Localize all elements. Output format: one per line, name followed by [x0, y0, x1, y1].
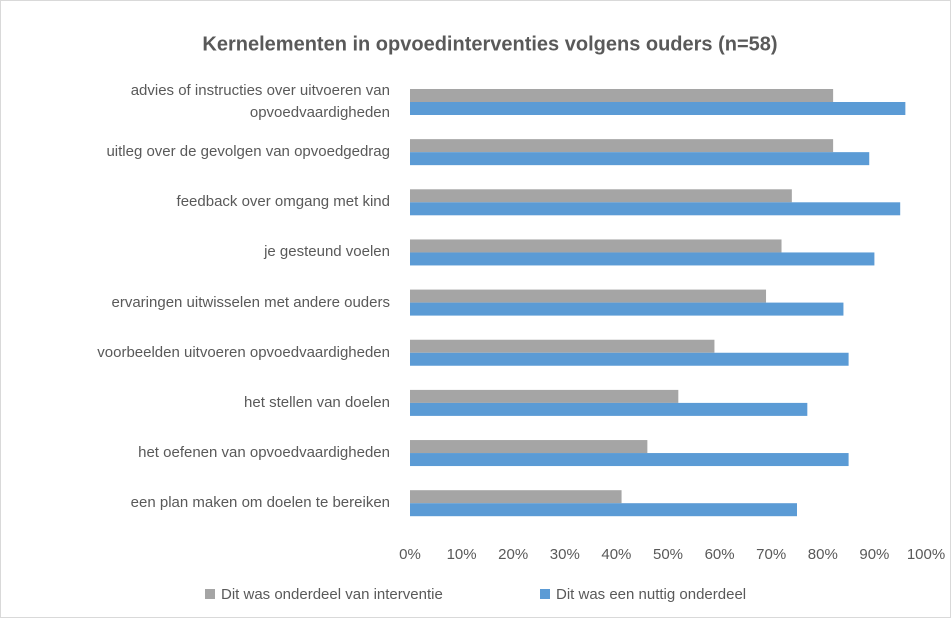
y-tick-label: ervaringen uitwisselen met andere ouders	[111, 293, 391, 311]
bar	[410, 389, 679, 403]
bar	[410, 339, 715, 353]
bar	[410, 453, 849, 467]
x-tick-label: 10%	[447, 546, 477, 563]
x-tick-label: 70%	[756, 546, 786, 563]
bar	[410, 302, 844, 316]
y-tick-label: voorbeelden uitvoeren opvoedvaardigheden	[97, 343, 390, 361]
bar	[410, 102, 906, 115]
y-tick-label: het oefenen van opvoedvaardigheden	[138, 444, 390, 462]
x-tick-label: 20%	[498, 546, 528, 563]
bar	[410, 252, 875, 266]
bar	[410, 189, 792, 203]
bar	[410, 402, 808, 416]
legend-swatch	[205, 589, 215, 599]
bar	[410, 352, 849, 366]
bar	[410, 202, 901, 216]
y-tick-label: feedback over omgang met kind	[176, 193, 390, 211]
x-tick-label: 0%	[399, 546, 421, 563]
bar	[410, 139, 834, 153]
x-tick-label: 30%	[550, 546, 580, 563]
legend-label: Dit was onderdeel van interventie	[221, 586, 443, 603]
legend-swatch	[540, 589, 550, 599]
x-tick-label: 80%	[808, 546, 838, 563]
bar	[410, 490, 622, 504]
chart-title: Kernelementen in opvoedinterventies volg…	[202, 33, 777, 55]
bar	[410, 152, 870, 166]
x-tick-label: 60%	[705, 546, 735, 563]
y-tick-label: advies of instructies over uitvoeren van…	[130, 82, 390, 121]
bar	[410, 239, 782, 253]
x-tick-label: 50%	[653, 546, 683, 563]
x-tick-label: 90%	[859, 546, 889, 563]
y-tick-label: het stellen van doelen	[244, 393, 390, 411]
y-tick-label: je gesteund voelen	[264, 243, 390, 261]
x-tick-label: 40%	[601, 546, 631, 563]
bar	[410, 89, 834, 102]
bar	[410, 440, 648, 454]
y-tick-label: een plan maken om doelen te bereiken	[130, 494, 390, 512]
bar	[410, 503, 797, 517]
y-tick-label: uitleg over de gevolgen van opvoedgedrag	[106, 143, 390, 161]
x-tick-label: 100%	[907, 546, 945, 563]
legend-label: Dit was een nuttig onderdeel	[556, 586, 746, 603]
bar	[410, 289, 767, 303]
